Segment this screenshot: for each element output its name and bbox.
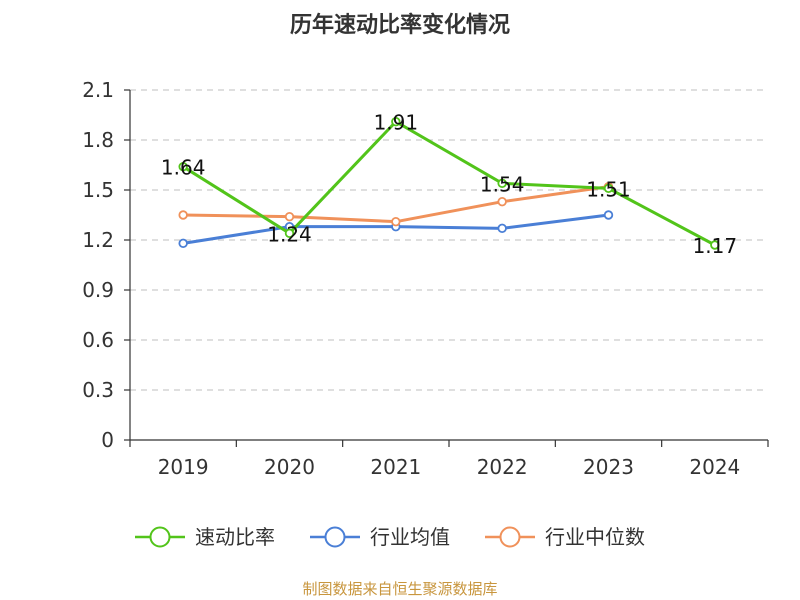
data-label: 1.17 xyxy=(693,234,738,258)
data-point[interactable] xyxy=(497,196,507,207)
y-tick-label: 1.8 xyxy=(82,128,114,152)
x-tick-label: 2021 xyxy=(370,455,421,479)
y-tick-label: 0 xyxy=(101,428,114,452)
data-point[interactable] xyxy=(284,228,295,239)
legend-label: 速动比率 xyxy=(195,525,275,549)
chart-title: 历年速动比率变化情况 xyxy=(290,12,510,38)
legend[interactable]: 速动比率 行业均值 行业中位数 xyxy=(135,525,645,549)
legend-marker xyxy=(149,526,171,548)
legend-label: 行业均值 xyxy=(370,525,450,549)
x-tick-label: 2019 xyxy=(158,455,209,479)
data-point[interactable] xyxy=(497,178,507,189)
data-point[interactable] xyxy=(178,238,188,249)
x-tick-label: 2024 xyxy=(689,455,740,479)
data-label: 1.24 xyxy=(267,222,312,246)
series-line-2 xyxy=(183,185,609,224)
data-point[interactable] xyxy=(710,240,720,250)
data-point[interactable] xyxy=(603,210,614,220)
legend-marker xyxy=(324,526,346,548)
x-tick-label: 2020 xyxy=(264,455,315,479)
data-label: 1.54 xyxy=(480,172,525,196)
legend-item-0[interactable]: 速动比率 xyxy=(135,525,275,549)
series-line-0 xyxy=(182,120,716,247)
data-point[interactable] xyxy=(497,223,507,234)
legend-item-1[interactable]: 行业均值 xyxy=(310,525,450,549)
series-group xyxy=(178,116,720,250)
data-point[interactable] xyxy=(178,161,188,172)
legend-label: 行业中位数 xyxy=(545,525,645,549)
y-tick-label: 0.9 xyxy=(82,278,114,302)
y-tick-label: 2.1 xyxy=(82,78,114,102)
x-tick-label: 2023 xyxy=(583,455,634,479)
legend-marker xyxy=(499,526,521,548)
data-label: 1.64 xyxy=(161,156,206,180)
data-labels: 1.64 1.24 1.91 1.54 1.51 1.17 xyxy=(161,111,737,258)
x-tick-label: 2022 xyxy=(477,455,528,479)
data-point[interactable] xyxy=(391,116,401,127)
data-label: 1.51 xyxy=(586,177,631,201)
data-point[interactable] xyxy=(603,183,614,194)
y-tick-label: 0.3 xyxy=(82,378,114,402)
y-tick-label: 1.2 xyxy=(82,228,114,252)
legend-item-2[interactable]: 行业中位数 xyxy=(485,525,645,549)
grid xyxy=(130,89,768,391)
axes: 0 0.3 0.6 0.9 1.2 1.5 1.8 2.1 2019 2020 2021 2022 20… xyxy=(82,78,769,479)
data-point[interactable] xyxy=(178,210,188,220)
y-tick-label: 0.6 xyxy=(82,328,114,352)
y-tick-label: 1.5 xyxy=(82,178,114,202)
data-label: 1.91 xyxy=(374,111,419,135)
source-note: 制图数据来自恒生聚源数据库 xyxy=(302,580,497,598)
data-point[interactable] xyxy=(284,211,295,222)
data-point[interactable] xyxy=(391,216,401,227)
